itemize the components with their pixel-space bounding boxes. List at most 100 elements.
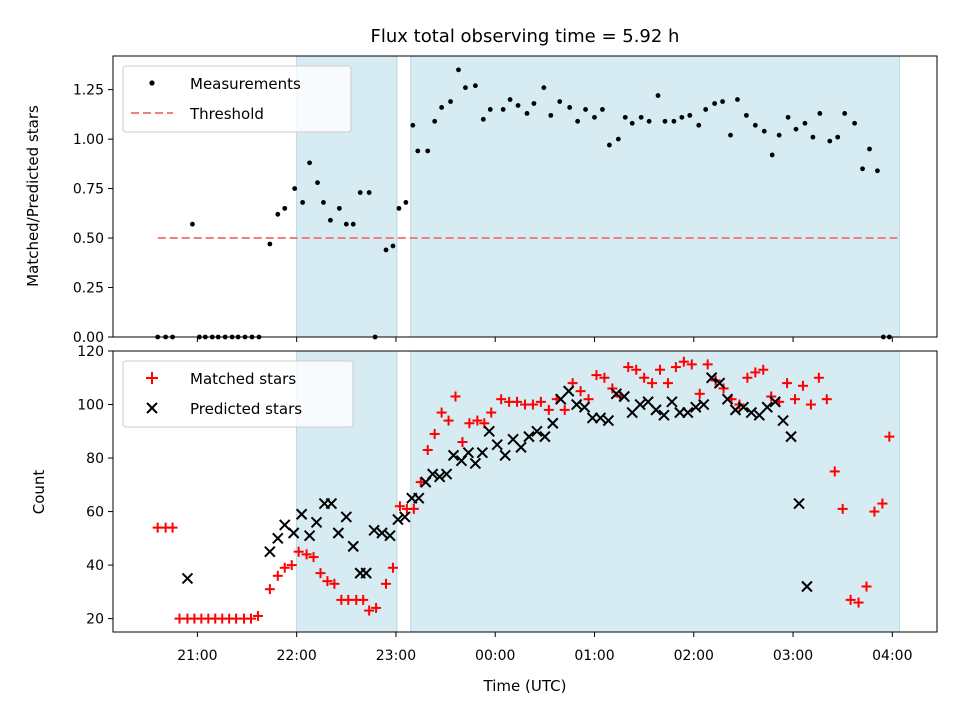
x-tick-label: 00:00	[475, 648, 515, 664]
matched-point	[853, 597, 864, 608]
predicted-point	[499, 449, 511, 462]
predicted-point	[761, 401, 773, 413]
matched-point	[829, 466, 840, 477]
predicted-point	[650, 404, 662, 416]
matched-point	[415, 477, 426, 488]
top-axes-frame	[112, 55, 938, 338]
matched-point	[286, 560, 297, 571]
measurement-point	[541, 85, 547, 91]
matched-point	[293, 546, 304, 557]
measurement-point	[282, 205, 288, 211]
predicted-point	[594, 412, 607, 424]
measurement-point	[328, 217, 333, 223]
predicted-point	[376, 527, 388, 539]
predicted-point	[347, 540, 359, 553]
shaded-region	[410, 55, 900, 338]
matched-point	[371, 602, 382, 613]
measurement-point	[720, 99, 725, 104]
y-tick-label: 0.75	[73, 182, 104, 198]
predicted-point	[340, 511, 353, 523]
predicted-point	[515, 441, 527, 454]
predicted-point	[287, 527, 300, 539]
measurement-point	[802, 120, 808, 126]
matched-point	[694, 388, 705, 399]
y-tick-label: 40	[86, 558, 104, 574]
matched-point	[837, 503, 848, 514]
measurement-point	[827, 138, 833, 144]
measurement-point	[785, 114, 791, 120]
top-y-axis-label: Matched/Predicted stars	[24, 105, 42, 287]
measurement-point	[835, 134, 841, 140]
predicted-point	[618, 390, 630, 403]
top-y-ticks: 0.00 0.25 0.50 0.75 1.00 1.25	[73, 83, 113, 346]
measurement-point	[448, 99, 453, 104]
measurement-point	[696, 122, 702, 128]
measurement-point	[390, 243, 396, 249]
measurement-point	[524, 110, 530, 116]
measurement-point	[267, 241, 273, 247]
matched-point	[631, 364, 642, 375]
measurement-point	[292, 186, 298, 191]
x-tick-label: 02:00	[674, 648, 714, 664]
matched-point	[472, 415, 483, 426]
y-tick-label: 1.00	[73, 132, 104, 148]
predicted-point	[801, 580, 813, 593]
predicted-point	[785, 430, 797, 443]
bottom-y-axis-label: Count	[30, 470, 48, 515]
matched-point	[884, 431, 895, 442]
predicted-point	[310, 516, 323, 528]
predicted-point	[303, 529, 316, 542]
predicted-point	[469, 457, 482, 470]
matched-point	[535, 396, 546, 407]
predicted-point	[440, 468, 453, 480]
predicted-point	[295, 508, 308, 520]
measurement-point	[867, 146, 872, 152]
measurement-point	[425, 148, 431, 154]
bottom-axes-frame	[112, 350, 938, 633]
measurement-point	[769, 152, 775, 158]
measurement-point	[679, 114, 685, 120]
measurement-point	[860, 166, 865, 172]
matched-point	[678, 356, 689, 367]
legend-matched-marker	[146, 372, 158, 384]
matched-point	[167, 522, 178, 533]
y-tick-label: 0.00	[73, 330, 104, 346]
shaded-region	[410, 350, 900, 633]
measurement-point	[500, 107, 506, 112]
measurement-point	[548, 112, 554, 118]
measurement-point	[307, 160, 312, 166]
measurement-point	[343, 221, 349, 227]
measurement-point	[615, 136, 621, 142]
y-tick-label: 100	[77, 398, 104, 414]
measurement-point	[350, 221, 356, 227]
predicted-point	[539, 430, 551, 443]
measurement-point	[583, 107, 588, 112]
matched-point	[845, 594, 856, 605]
measurement-point	[752, 122, 758, 128]
measurement-point	[190, 221, 195, 227]
matched-point	[869, 506, 880, 517]
matched-point	[496, 394, 507, 405]
measurement-point	[396, 205, 402, 211]
x-tick-label: 01:00	[574, 648, 614, 664]
bottom-y-ticks: 20 40 60 80 100 120	[77, 344, 113, 628]
x-tick-label: 22:00	[276, 648, 316, 664]
matched-point	[443, 415, 454, 426]
x-tick-label: 21:00	[177, 648, 217, 664]
predicted-point	[531, 425, 543, 437]
predicted-point	[602, 414, 615, 427]
x-axis-label: Time (UTC)	[483, 677, 567, 695]
predicted-point	[264, 546, 276, 558]
legend-measurements-marker	[149, 80, 155, 86]
top-legend-box	[122, 65, 352, 133]
measurement-point	[687, 112, 693, 118]
predicted-point	[399, 511, 411, 523]
measurement-point	[463, 85, 468, 91]
matched-point	[877, 498, 888, 509]
legend-predicted-label: Predicted stars	[190, 400, 302, 418]
measurement-point	[793, 126, 799, 132]
measurement-point	[472, 83, 478, 89]
matched-point	[670, 362, 681, 373]
predicted-point	[523, 430, 535, 443]
